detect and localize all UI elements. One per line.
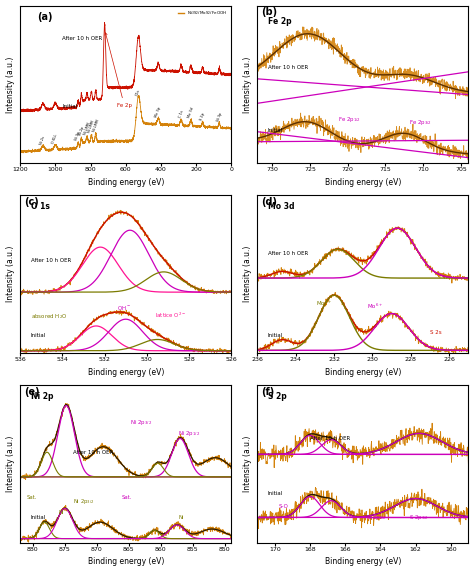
Text: lattice O$^{2-}$: lattice O$^{2-}$: [155, 311, 187, 320]
Text: After 10 h OER: After 10 h OER: [268, 251, 308, 256]
X-axis label: Binding energy (eV): Binding energy (eV): [325, 178, 401, 187]
X-axis label: Binding energy (eV): Binding energy (eV): [325, 558, 401, 566]
X-axis label: Binding energy (eV): Binding energy (eV): [88, 178, 164, 187]
Text: Sat.: Sat.: [27, 495, 37, 499]
Text: (d): (d): [262, 197, 277, 207]
Text: Initial: Initial: [31, 515, 46, 520]
Text: Ni 2p: Ni 2p: [31, 392, 53, 401]
Y-axis label: Intensity (a.u.): Intensity (a.u.): [6, 246, 15, 303]
Text: O1s: O1s: [135, 89, 141, 97]
Text: Mo$^{4+}$: Mo$^{4+}$: [317, 299, 333, 308]
Text: Mo 3d: Mo 3d: [187, 107, 195, 119]
Text: C 1s: C 1s: [178, 110, 184, 118]
X-axis label: Binding energy (eV): Binding energy (eV): [88, 558, 164, 566]
X-axis label: Binding energy (eV): Binding energy (eV): [325, 368, 401, 377]
Text: Fe 2p$_{3/2}$: Fe 2p$_{3/2}$: [410, 118, 432, 127]
Text: O KLL: O KLL: [52, 133, 59, 144]
Text: Mo 3p: Mo 3p: [155, 106, 162, 117]
Text: (e): (e): [24, 387, 40, 396]
Text: absored H$_2$O: absored H$_2$O: [31, 312, 67, 321]
Text: Mo$^{6+}$: Mo$^{6+}$: [367, 301, 383, 311]
Text: (f): (f): [262, 387, 275, 396]
Y-axis label: Intensity (a.u.): Intensity (a.u.): [243, 246, 252, 303]
Text: O 1s: O 1s: [31, 202, 50, 212]
Text: Initial: Initial: [268, 128, 283, 133]
Text: Fe 2p$_{1/2}$: Fe 2p$_{1/2}$: [337, 116, 361, 124]
Text: Fe 2p: Fe 2p: [268, 18, 292, 26]
Text: S 2p: S 2p: [200, 113, 206, 121]
Text: S 2s: S 2s: [430, 330, 442, 335]
Y-axis label: Intensity (a.u.): Intensity (a.u.): [243, 56, 252, 113]
Y-axis label: Intensity (a.u.): Intensity (a.u.): [6, 56, 15, 113]
Text: (a): (a): [37, 12, 53, 22]
Text: After 10 h OER: After 10 h OER: [310, 436, 350, 441]
Text: After 10 h OER: After 10 h OER: [63, 36, 102, 41]
Text: S 2p$_{1/2}$: S 2p$_{1/2}$: [367, 514, 387, 522]
Legend: Ni$_3$S$_2$/MoS$_2$/FeOOH: Ni$_3$S$_2$/MoS$_2$/FeOOH: [176, 7, 229, 18]
Text: After 10 h OER: After 10 h OER: [268, 65, 308, 70]
Text: Ni 2p$_{3/2}$: Ni 2p$_{3/2}$: [73, 498, 94, 506]
Text: Ni: Ni: [58, 510, 64, 515]
Text: Ni 2p: Ni 2p: [78, 126, 85, 136]
Text: Initial: Initial: [268, 333, 283, 338]
Text: Ni 3p: Ni 3p: [216, 112, 223, 122]
Text: Initial: Initial: [31, 333, 46, 338]
Text: (b): (b): [262, 7, 278, 17]
X-axis label: Binding energy (eV): Binding energy (eV): [88, 368, 164, 377]
Text: Initial: Initial: [268, 491, 283, 496]
Text: Ni 2p$_{3/2}$: Ni 2p$_{3/2}$: [130, 419, 152, 427]
Text: OH$^-$: OH$^-$: [117, 304, 131, 312]
Y-axis label: Intensity (a.u.): Intensity (a.u.): [6, 436, 15, 492]
Text: Ni: Ni: [179, 515, 184, 520]
Text: S 2p$_{3/2}$: S 2p$_{3/2}$: [410, 514, 429, 522]
Text: Ni 2p$_{1/2}$: Ni 2p$_{1/2}$: [179, 430, 201, 439]
Text: Initial: Initial: [63, 104, 78, 109]
Text: Ni LMM: Ni LMM: [92, 118, 100, 132]
Text: Ni LMM: Ni LMM: [87, 120, 95, 134]
Y-axis label: Intensity (a.u.): Intensity (a.u.): [243, 436, 252, 492]
Text: Ni 3p: Ni 3p: [75, 130, 82, 141]
Text: After 10 h OER: After 10 h OER: [73, 450, 113, 455]
Text: After 10 h OER: After 10 h OER: [31, 257, 71, 263]
Text: Sat.: Sat.: [121, 495, 132, 499]
Text: Ni LMM: Ni LMM: [83, 121, 91, 135]
Text: Mo 3d: Mo 3d: [268, 202, 294, 212]
Text: Ni 2s: Ni 2s: [40, 136, 46, 145]
Text: S 2p: S 2p: [268, 392, 287, 401]
Text: S-O: S-O: [278, 504, 288, 509]
Text: (c): (c): [24, 197, 39, 207]
Text: Fe 2p: Fe 2p: [105, 33, 132, 108]
